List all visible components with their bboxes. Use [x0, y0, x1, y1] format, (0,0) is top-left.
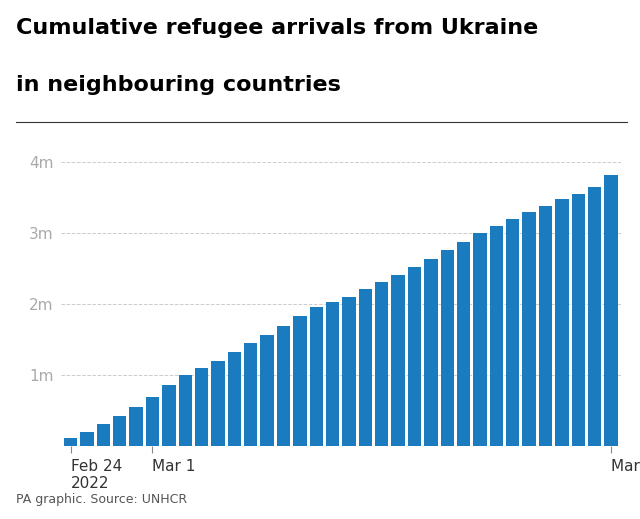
- Bar: [97, 425, 110, 446]
- Bar: [146, 397, 159, 446]
- Bar: [179, 375, 192, 446]
- Bar: [228, 352, 241, 446]
- Bar: [64, 438, 77, 446]
- Bar: [604, 175, 618, 446]
- Bar: [424, 259, 438, 446]
- Bar: [162, 385, 175, 446]
- Bar: [293, 316, 307, 446]
- Bar: [80, 432, 93, 446]
- Bar: [375, 282, 388, 446]
- Bar: [113, 416, 127, 446]
- Bar: [129, 406, 143, 446]
- Bar: [310, 307, 323, 446]
- Bar: [572, 194, 585, 446]
- Bar: [522, 212, 536, 446]
- Bar: [457, 242, 470, 446]
- Bar: [326, 302, 339, 446]
- Text: in neighbouring countries: in neighbouring countries: [16, 75, 341, 95]
- Bar: [555, 199, 568, 446]
- Bar: [392, 275, 405, 446]
- Bar: [473, 234, 486, 446]
- Bar: [244, 344, 257, 446]
- Text: PA graphic. Source: UNHCR: PA graphic. Source: UNHCR: [16, 493, 187, 506]
- Bar: [276, 325, 290, 446]
- Bar: [490, 226, 503, 446]
- Bar: [358, 290, 372, 446]
- Bar: [539, 206, 552, 446]
- Bar: [211, 361, 225, 446]
- Bar: [342, 297, 356, 446]
- Text: Cumulative refugee arrivals from Ukraine: Cumulative refugee arrivals from Ukraine: [16, 18, 538, 38]
- Bar: [195, 368, 209, 446]
- Bar: [408, 267, 421, 446]
- Bar: [588, 186, 602, 446]
- Bar: [440, 250, 454, 446]
- Bar: [506, 219, 520, 446]
- Bar: [260, 335, 274, 446]
